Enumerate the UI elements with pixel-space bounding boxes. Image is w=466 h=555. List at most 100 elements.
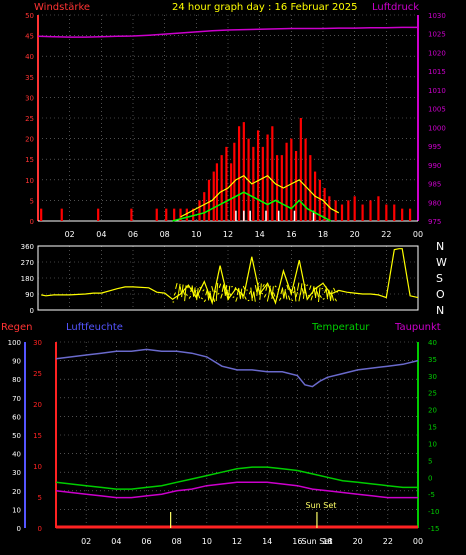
- x-tick-label: 20: [350, 230, 360, 239]
- y-tick-label-direction: 270: [21, 259, 34, 267]
- y-tick-label-temperature: 10: [428, 440, 437, 448]
- y-tick-label-humidity: 60: [12, 413, 21, 421]
- wind-direction-trace: [302, 283, 306, 299]
- y-tick-label-humidity: 0: [17, 525, 21, 533]
- y-tick-label-wind: 50: [25, 12, 34, 20]
- y-tick-label-wind: 30: [25, 94, 34, 102]
- wind-direction-trace: [214, 289, 217, 293]
- x-tick-label: 10: [191, 230, 201, 239]
- wind-direction-trace: [181, 284, 184, 298]
- wind-direction-trace: [299, 283, 303, 295]
- wind-direction-trace: [269, 288, 273, 296]
- direction-letter-label: N: [436, 240, 444, 253]
- y-tick-label-wind: 45: [25, 33, 34, 41]
- wind-direction-trace: [286, 284, 289, 291]
- wind-direction-trace: [244, 296, 247, 300]
- wind-direction-trace: [254, 285, 258, 293]
- wind-direction-trace: [289, 288, 292, 291]
- wind-pressure-panel: 0510152025303540455097598098599099510001…: [25, 12, 446, 239]
- wind-direction-trace: [274, 285, 277, 288]
- y-tick-label-wind: 25: [25, 115, 34, 123]
- wind-direction-trace: [314, 286, 318, 298]
- wind-speed-line: [172, 191, 332, 222]
- y-tick-label-pressure: 1030: [428, 12, 446, 20]
- x-tick-label: 00: [413, 230, 423, 239]
- y-tick-label-pressure: 1020: [428, 49, 446, 57]
- pressure-line: [37, 26, 418, 38]
- wind-direction-trace: [173, 292, 177, 296]
- wind-direction-trace: [277, 287, 280, 291]
- x-tick-label: 04: [111, 537, 121, 546]
- x-tick-label: 14: [255, 230, 265, 239]
- y-tick-label-pressure: 1015: [428, 68, 446, 76]
- y-tick-label-temperature: 5: [428, 457, 432, 465]
- y-tick-label-humidity: 30: [12, 469, 21, 477]
- y-tick-label-humidity: 90: [12, 358, 21, 366]
- y-tick-label-wind: 0: [30, 218, 34, 226]
- wind-direction-trace: [328, 290, 332, 300]
- sunset-axis-annotation: Sun Set: [301, 537, 332, 546]
- wind-direction-trace: [306, 284, 309, 287]
- climate-panel: 0102030405060708090100051015202530-15-10…: [8, 339, 440, 546]
- y-tick-label-direction: 180: [21, 275, 34, 283]
- y-tick-label-rain: 5: [38, 494, 42, 502]
- wind-direction-trace: [317, 287, 321, 303]
- wind-direction-trace: [203, 299, 207, 303]
- wind-direction-trace: [295, 291, 298, 298]
- wind-direction-trace: [331, 294, 335, 301]
- y-tick-label-humidity: 80: [12, 376, 21, 384]
- x-tick-label: 16: [286, 230, 296, 239]
- wind-direction-trace: [322, 298, 325, 300]
- x-tick-label: 12: [223, 230, 233, 239]
- wind-direction-trace: [218, 283, 222, 288]
- y-tick-label-temperature: 25: [428, 390, 437, 398]
- y-tick-label-pressure: 975: [428, 218, 441, 226]
- wind-direction-trace: [182, 290, 186, 295]
- y-tick-label-rain: 0: [38, 525, 42, 533]
- wind-direction-trace: [238, 288, 241, 299]
- x-tick-label: 08: [160, 230, 170, 239]
- wind-direction-trace: [268, 285, 271, 295]
- y-tick-label-humidity: 70: [12, 395, 21, 403]
- wind-direction-trace: [259, 283, 262, 300]
- x-tick-label: 08: [172, 537, 182, 546]
- wind-direction-trace: [308, 285, 312, 290]
- wind-direction-trace: [205, 290, 208, 296]
- wind-direction-trace: [330, 290, 333, 302]
- wind-direction-trace: [241, 292, 244, 299]
- wind-average-line: [180, 174, 340, 218]
- y-tick-label-pressure: 990: [428, 162, 441, 170]
- y-tick-label-temperature: 35: [428, 356, 437, 364]
- direction-letter-label: S: [436, 272, 443, 285]
- wind-direction-trace: [283, 289, 286, 299]
- y-tick-label-pressure: 1000: [428, 124, 446, 132]
- y-tick-label-rain: 20: [33, 401, 42, 409]
- wind-direction-trace: [256, 282, 259, 296]
- wind-direction-trace: [197, 293, 201, 299]
- y-tick-label-rain: 15: [33, 432, 42, 440]
- direction-letter-label: N: [436, 304, 444, 317]
- y-tick-label-wind: 10: [25, 177, 34, 185]
- y-tick-label-humidity: 50: [12, 432, 21, 440]
- y-tick-label-humidity: 100: [8, 339, 21, 347]
- wind-direction-trace: [296, 282, 300, 291]
- x-tick-label: 22: [381, 230, 391, 239]
- y-tick-label-humidity: 40: [12, 451, 21, 459]
- direction-letter-label: W: [436, 256, 447, 269]
- wind-direction-trace: [276, 296, 279, 298]
- wind-direction-trace: [278, 297, 282, 301]
- pressure-label: Luftdruck: [372, 2, 419, 13]
- wind-direction-trace: [293, 286, 297, 302]
- y-tick-label-pressure: 980: [428, 199, 441, 207]
- x-tick-label: 00: [413, 537, 423, 546]
- wind-direction-trace: [271, 286, 274, 300]
- wind-direction-trace: [190, 286, 193, 293]
- wind-direction-trace: [185, 294, 188, 296]
- wind-direction-trace: [266, 294, 270, 302]
- x-tick-label: 02: [65, 230, 75, 239]
- wind-direction-trace: [211, 286, 214, 292]
- x-tick-label: 20: [353, 537, 363, 546]
- wind-direction-trace: [175, 283, 178, 289]
- y-tick-label-temperature: 30: [428, 373, 437, 381]
